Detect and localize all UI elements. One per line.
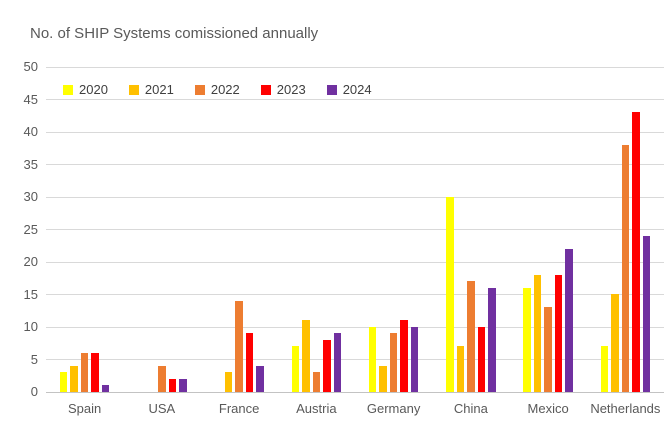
bar-china-2022 — [467, 281, 475, 392]
x-axis-line — [46, 391, 664, 393]
y-tick-label-20: 20 — [23, 254, 38, 269]
bar-france-2024 — [256, 365, 264, 392]
bar-china-2023 — [477, 326, 486, 392]
bar-spain-2020 — [59, 372, 68, 392]
y-tick-label-30: 30 — [23, 189, 38, 204]
x-tick-label-austria: Austria — [296, 400, 337, 416]
legend-item-2024: 2024 — [326, 82, 372, 97]
x-tick-label-mexico: Mexico — [527, 400, 569, 416]
y-tick-label-10: 10 — [23, 319, 38, 334]
bar-spain-2023 — [91, 352, 99, 392]
bar-austria-2022 — [312, 372, 321, 392]
bar-netherlands-2020 — [600, 346, 609, 392]
bar-germany-2023 — [400, 320, 408, 392]
bar-mexico-2022 — [544, 307, 552, 392]
x-tick-label-spain: Spain — [68, 400, 102, 416]
gridline-y-15 — [46, 294, 664, 295]
gridline-y-30 — [46, 196, 664, 198]
y-tick-label-25: 25 — [23, 221, 38, 237]
bar-usa-2022 — [158, 365, 166, 392]
bar-austria-2023 — [323, 339, 331, 392]
y-tick-label-50: 50 — [23, 59, 38, 74]
bar-mexico-2021 — [533, 274, 542, 392]
bar-germany-2024 — [410, 326, 419, 392]
legend: 2020 2021 2022 2023 2024 — [63, 82, 372, 97]
bar-austria-2020 — [291, 346, 300, 392]
bar-netherlands-2023 — [632, 112, 640, 392]
legend-item-2020: 2020 — [63, 82, 108, 97]
bar-netherlands-2024 — [642, 235, 651, 392]
gridline-y-20 — [46, 261, 664, 263]
bar-mexico-2024 — [565, 248, 573, 392]
gridline-y-35 — [46, 164, 664, 165]
x-tick-label-china: China — [453, 400, 488, 416]
gridline-y-25 — [46, 229, 664, 230]
bar-china-2020 — [446, 196, 454, 392]
bar-usa-2023 — [168, 378, 177, 392]
gridline-y-45 — [46, 99, 664, 100]
bar-mexico-2023 — [554, 274, 563, 392]
bar-china-2024 — [488, 287, 496, 392]
bar-austria-2024 — [333, 333, 342, 392]
legend-swatch-2022 — [194, 84, 205, 95]
bar-france-2021 — [224, 372, 233, 392]
gridline-y-5 — [46, 359, 664, 360]
y-tick-label-5: 5 — [30, 351, 38, 367]
legend-item-2023: 2023 — [260, 82, 306, 97]
legend-swatch-2024 — [326, 84, 337, 95]
y-tick-label-0: 0 — [30, 384, 38, 399]
y-tick-label-35: 35 — [23, 156, 38, 172]
legend-label-2020: 2020 — [79, 82, 108, 97]
legend-label-2022: 2022 — [210, 82, 240, 97]
x-tick-label-germany: Germany — [366, 400, 421, 416]
bar-spain-2021 — [70, 365, 78, 392]
x-tick-label-netherlands: Netherlands — [590, 400, 661, 416]
chart-title: No. of SHIP Systems comissioned annually — [30, 25, 319, 42]
bar-france-2023 — [245, 333, 254, 392]
bar-spain-2024 — [101, 385, 110, 392]
y-tick-label-45: 45 — [23, 91, 38, 107]
gridline-y-40 — [46, 131, 664, 133]
legend-label-2021: 2021 — [144, 82, 174, 97]
x-tick-label-france: France — [218, 400, 260, 416]
bar-mexico-2020 — [523, 287, 531, 392]
y-tick-label-15: 15 — [23, 286, 38, 302]
legend-item-2022: 2022 — [194, 82, 240, 97]
legend-swatch-2020 — [63, 84, 73, 95]
legend-item-2021: 2021 — [128, 82, 174, 97]
legend-label-2024: 2024 — [342, 82, 372, 97]
legend-swatch-2023 — [260, 84, 271, 95]
bar-usa-2024 — [179, 378, 187, 392]
bar-germany-2020 — [368, 326, 377, 392]
bar-spain-2022 — [80, 352, 89, 392]
bar-netherlands-2021 — [611, 294, 619, 392]
gridline-y-10 — [46, 326, 664, 328]
gridline-y-50 — [46, 66, 664, 68]
legend-swatch-2021 — [128, 84, 139, 95]
bar-germany-2021 — [379, 365, 387, 392]
bar-netherlands-2022 — [621, 144, 630, 392]
bar-france-2022 — [235, 300, 243, 392]
legend-label-2023: 2023 — [276, 82, 306, 97]
bar-china-2021 — [456, 346, 465, 392]
y-tick-label-40: 40 — [23, 124, 38, 139]
bar-germany-2022 — [389, 333, 398, 392]
x-tick-label-usa: USA — [148, 400, 176, 416]
bar-austria-2021 — [302, 320, 310, 392]
